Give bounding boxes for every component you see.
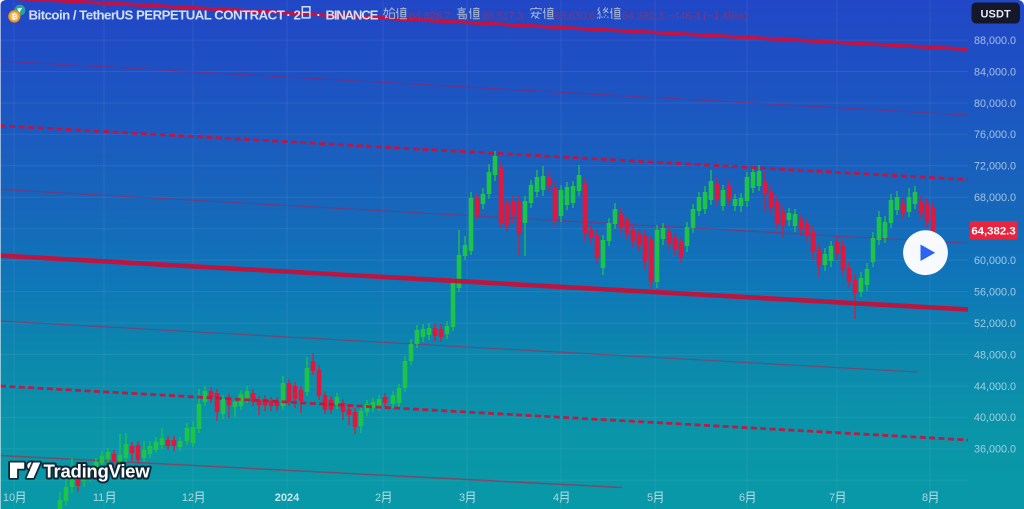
svg-text:36,000.0: 36,000.0 (974, 444, 1016, 456)
svg-text:84,000.0: 84,000.0 (974, 66, 1016, 78)
svg-text:72,000.0: 72,000.0 (974, 161, 1016, 173)
svg-text:2: 2 (375, 492, 381, 504)
svg-text:BINANCE: BINANCE (326, 7, 379, 22)
svg-text:80,000.0: 80,000.0 (974, 98, 1016, 110)
svg-text:4: 4 (553, 492, 559, 504)
svg-text:10: 10 (3, 492, 15, 504)
svg-text:66,517.3: 66,517.3 (482, 10, 523, 22)
svg-text:3: 3 (459, 492, 465, 504)
svg-text:8: 8 (922, 492, 928, 504)
svg-text:USDT: USDT (981, 8, 1012, 20)
svg-text:56,000.0: 56,000.0 (974, 286, 1016, 298)
svg-text:44,000.0: 44,000.0 (974, 381, 1016, 393)
svg-text:52,000.0: 52,000.0 (974, 318, 1016, 330)
svg-text:2024: 2024 (275, 492, 300, 504)
svg-text:11: 11 (93, 492, 104, 504)
svg-text:5: 5 (647, 492, 653, 504)
svg-text:TradingView: TradingView (44, 461, 151, 482)
svg-text:76,000.0: 76,000.0 (974, 129, 1016, 141)
svg-text:88,000.0: 88,000.0 (974, 35, 1016, 47)
svg-text:·: · (317, 7, 321, 22)
svg-text:6: 6 (739, 492, 745, 504)
svg-text:12: 12 (182, 492, 194, 504)
svg-text:40,000.0: 40,000.0 (974, 412, 1016, 424)
svg-text:64,382.3: 64,382.3 (971, 225, 1015, 237)
svg-text:60,000.0: 60,000.0 (974, 255, 1016, 267)
svg-text:63,630.6: 63,630.6 (554, 10, 595, 22)
svg-text:7: 7 (829, 492, 835, 504)
svg-text:68,000.0: 68,000.0 (974, 192, 1016, 204)
svg-text:64,382.3 −446.4 (−1.49%): 64,382.3 −446.4 (−1.49%) (622, 10, 747, 22)
svg-text:₿: ₿ (11, 12, 17, 21)
svg-text:48,000.0: 48,000.0 (974, 349, 1016, 361)
svg-text:Bitcoin / TetherUS PERPETUAL C: Bitcoin / TetherUS PERPETUAL CONTRACT (29, 7, 285, 22)
svg-text:2: 2 (294, 7, 301, 22)
svg-text:·: · (287, 7, 291, 22)
svg-text:64,828.7: 64,828.7 (409, 10, 450, 22)
